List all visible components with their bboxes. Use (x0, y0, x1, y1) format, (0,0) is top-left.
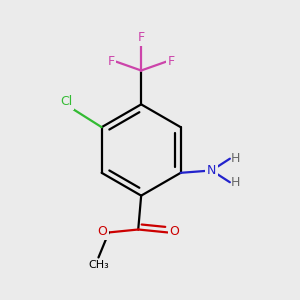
Text: O: O (98, 225, 107, 238)
Text: F: F (167, 55, 175, 68)
Text: H: H (231, 152, 240, 165)
Text: N: N (207, 164, 216, 177)
Text: CH₃: CH₃ (88, 260, 109, 270)
Text: F: F (138, 31, 145, 44)
Text: Cl: Cl (60, 95, 73, 108)
Text: F: F (108, 55, 115, 68)
Text: O: O (169, 225, 179, 238)
Text: H: H (231, 176, 240, 189)
